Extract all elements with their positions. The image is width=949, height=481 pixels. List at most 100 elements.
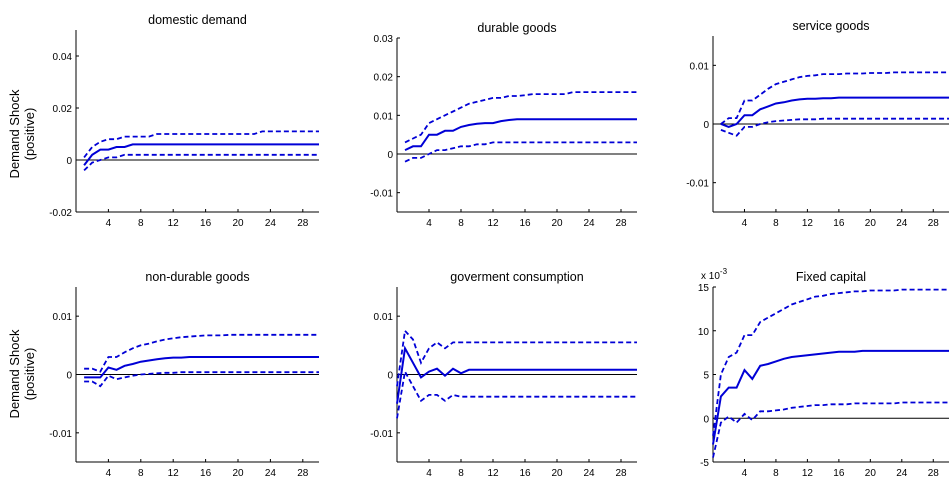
series-line-band <box>712 401 949 458</box>
series-line-band <box>404 91 637 144</box>
y-tick-label: 0.02 <box>374 73 394 84</box>
x-tick-label: 16 <box>200 468 212 479</box>
y-tick-label: 0.04 <box>53 52 73 63</box>
panel-title: service goods <box>792 19 869 33</box>
x-tick-label: 24 <box>896 218 908 229</box>
x-tick-label: 8 <box>773 218 779 229</box>
y-tick-label: -0.01 <box>370 429 393 440</box>
series-line-band <box>720 71 949 125</box>
x-tick-label: 20 <box>865 468 877 479</box>
series-line-band <box>396 328 637 387</box>
x-tick-label: 16 <box>519 218 531 229</box>
series-line-band <box>83 153 319 172</box>
row-label-1-line2: (positive) <box>22 108 37 161</box>
x-tick-label: 28 <box>615 468 627 479</box>
x-tick-label: 20 <box>865 218 877 229</box>
y-tick-label: -0.01 <box>686 179 709 190</box>
y-tick-label: 5 <box>703 371 709 382</box>
x-tick-label: 4 <box>742 468 748 479</box>
panel-title: domestic demand <box>148 13 247 27</box>
x-tick-label: 24 <box>265 468 277 479</box>
x-tick-label: 4 <box>426 218 432 229</box>
y-tick-label: 0.01 <box>374 312 394 323</box>
y-tick-label: -5 <box>700 458 709 469</box>
panel-title: non-durable goods <box>145 270 249 284</box>
y-tick-label: -0.01 <box>370 189 393 200</box>
x-tick-label: 4 <box>426 468 432 479</box>
x-tick-label: 4 <box>106 468 112 479</box>
series-line-median <box>712 349 949 445</box>
panel-4: non-durable goods 4 8 12 16 20 24 28 -0.01 0 0.01 <box>49 270 319 479</box>
y-tick-label: 0.01 <box>53 312 73 323</box>
x-tick-label: 24 <box>583 468 595 479</box>
series-line-band <box>84 333 319 373</box>
y-tick-label: 0.01 <box>690 61 710 72</box>
x-tick-label: 4 <box>106 218 112 229</box>
series-line-band <box>720 117 949 137</box>
x-tick-label: 28 <box>297 468 309 479</box>
y-tick-label: -0.01 <box>49 429 72 440</box>
y-tick-label: 0 <box>387 371 393 382</box>
x-tick-label: 20 <box>232 468 244 479</box>
x-tick-label: 12 <box>802 468 814 479</box>
x-tick-label: 12 <box>802 218 814 229</box>
row-label-2-line2: (positive) <box>22 348 37 401</box>
x-tick-label: 16 <box>200 218 212 229</box>
x-tick-label: 12 <box>168 468 180 479</box>
y-tick-label: 0 <box>387 150 393 161</box>
panel-1: domestic demand 4 8 12 16 20 24 28 -0.02 0 0.02 0.0… <box>49 13 319 229</box>
x-tick-label: 20 <box>232 218 244 229</box>
series-line-median <box>83 143 319 166</box>
y-tick-label: 15 <box>698 283 710 294</box>
x-tick-label: 28 <box>928 218 940 229</box>
series-line-band <box>396 368 637 419</box>
series-line-band <box>712 288 949 436</box>
series-line-band <box>404 141 637 163</box>
x-tick-label: 16 <box>519 468 531 479</box>
panel-title: goverment consumption <box>450 270 583 284</box>
row-label-2-line1: Demand Shock <box>7 329 22 418</box>
y-tick-label: 0.02 <box>53 104 73 115</box>
x-tick-label: 24 <box>896 468 908 479</box>
series-line-median <box>84 356 319 379</box>
panel-5: goverment consumption 4 8 12 16 20 24 28 -0.01 0 0… <box>370 270 637 479</box>
row-label-1-line1: Demand Shock <box>7 89 22 178</box>
y-tick-label: 10 <box>698 327 710 338</box>
x-tick-label: 12 <box>168 218 180 229</box>
x-tick-label: 8 <box>773 468 779 479</box>
x-tick-label: 28 <box>928 468 940 479</box>
series-line-band <box>83 130 319 158</box>
panel-2: durable goods 4 8 12 16 20 24 28 -0.01 0 0.01 0.02 0… <box>370 21 637 229</box>
x-tick-label: 24 <box>265 218 277 229</box>
x-tick-label: 8 <box>138 218 144 229</box>
x-tick-label: 24 <box>583 218 595 229</box>
x-tick-label: 12 <box>487 468 499 479</box>
y-tick-label: 0 <box>703 120 709 131</box>
x-tick-label: 4 <box>742 218 748 229</box>
y-tick-label: 0 <box>66 156 72 167</box>
y-tick-label: 0 <box>66 371 72 382</box>
series-line-median <box>396 345 637 404</box>
x-tick-label: 20 <box>551 218 563 229</box>
panel-title: durable goods <box>477 21 556 35</box>
x-tick-label: 8 <box>458 218 464 229</box>
x-tick-label: 12 <box>487 218 499 229</box>
x-tick-label: 8 <box>138 468 144 479</box>
panel-3: service goods 4 8 12 16 20 24 28 -0.01 0 0.01 <box>686 19 949 229</box>
x-tick-label: 28 <box>615 218 627 229</box>
exponent-label: x 10-3 <box>701 267 728 282</box>
x-tick-label: 20 <box>551 468 563 479</box>
x-tick-label: 8 <box>458 468 464 479</box>
panel-title: Fixed capital <box>796 270 866 284</box>
panel-6: Fixed capital x 10-3 4 8 12 16 20 24 28 -5 0 5 10 15 <box>698 267 949 479</box>
series-line-band <box>84 371 319 388</box>
x-tick-label: 28 <box>297 218 309 229</box>
x-tick-label: 16 <box>833 218 845 229</box>
y-tick-label: -0.02 <box>49 208 72 219</box>
series-line-median <box>404 118 637 152</box>
y-tick-label: 0 <box>703 414 709 425</box>
x-tick-label: 16 <box>833 468 845 479</box>
y-tick-label: 0.01 <box>374 111 394 122</box>
y-tick-label: 0.03 <box>374 34 394 45</box>
series-line-median <box>720 96 949 128</box>
